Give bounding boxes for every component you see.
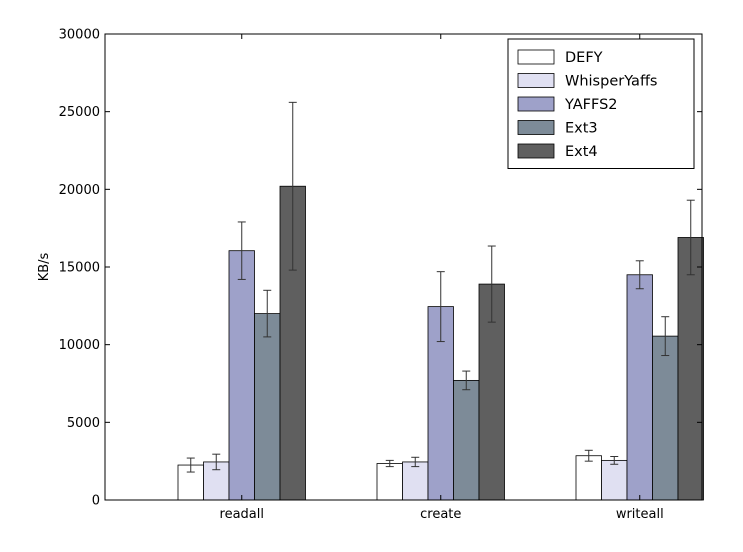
legend-label-whisperyaffs: WhisperYaffs — [565, 74, 658, 90]
bar-ext3-readall — [254, 313, 281, 501]
x-tick-label: create — [420, 507, 461, 522]
y-tick-label: 30000 — [59, 28, 100, 43]
x-tick-label: readall — [220, 507, 264, 522]
y-tick-label: 20000 — [59, 183, 100, 198]
legend-label-yaffs2: YAFFS2 — [564, 97, 618, 113]
y-tick-label: 10000 — [59, 338, 100, 353]
y-tick-label: 15000 — [59, 261, 100, 276]
y-tick-label: 0 — [92, 494, 100, 509]
bar-ext3-create — [453, 379, 480, 501]
legend-label-ext3: Ext3 — [565, 121, 598, 137]
legend-swatch-defy — [517, 49, 555, 65]
plot-area: 0 5000 10000 15000 20000 25000 30000 readall cre… — [59, 28, 704, 522]
legend-swatch-ext3 — [517, 120, 555, 135]
y-tick-label: 5000 — [67, 416, 100, 431]
bar-whisperyaffs-create — [402, 461, 429, 501]
legend-swatch-yaffs2 — [517, 96, 555, 112]
bar-ext3-writeall — [652, 335, 679, 501]
legend: DEFY WhisperYaffs YAFFS2 Ext3 Ext4 — [507, 38, 695, 169]
bar-yaffs2-readall — [228, 250, 255, 501]
legend-swatch-whisperyaffs — [517, 73, 555, 88]
x-tick-label: writeall — [616, 507, 664, 522]
legend-swatch-ext4 — [517, 143, 555, 159]
y-tick-label: 25000 — [59, 105, 100, 120]
legend-label-defy: DEFY — [565, 50, 603, 66]
bar-whisperyaffs-writeall — [601, 459, 628, 501]
bar-defy-writeall — [575, 455, 602, 501]
legend-label-ext4: Ext4 — [565, 144, 598, 160]
bar-defy-create — [376, 463, 403, 501]
y-axis-label: KB/s — [37, 252, 52, 281]
bar-yaffs2-writeall — [626, 274, 653, 501]
bar-ext4-writeall — [677, 237, 704, 501]
